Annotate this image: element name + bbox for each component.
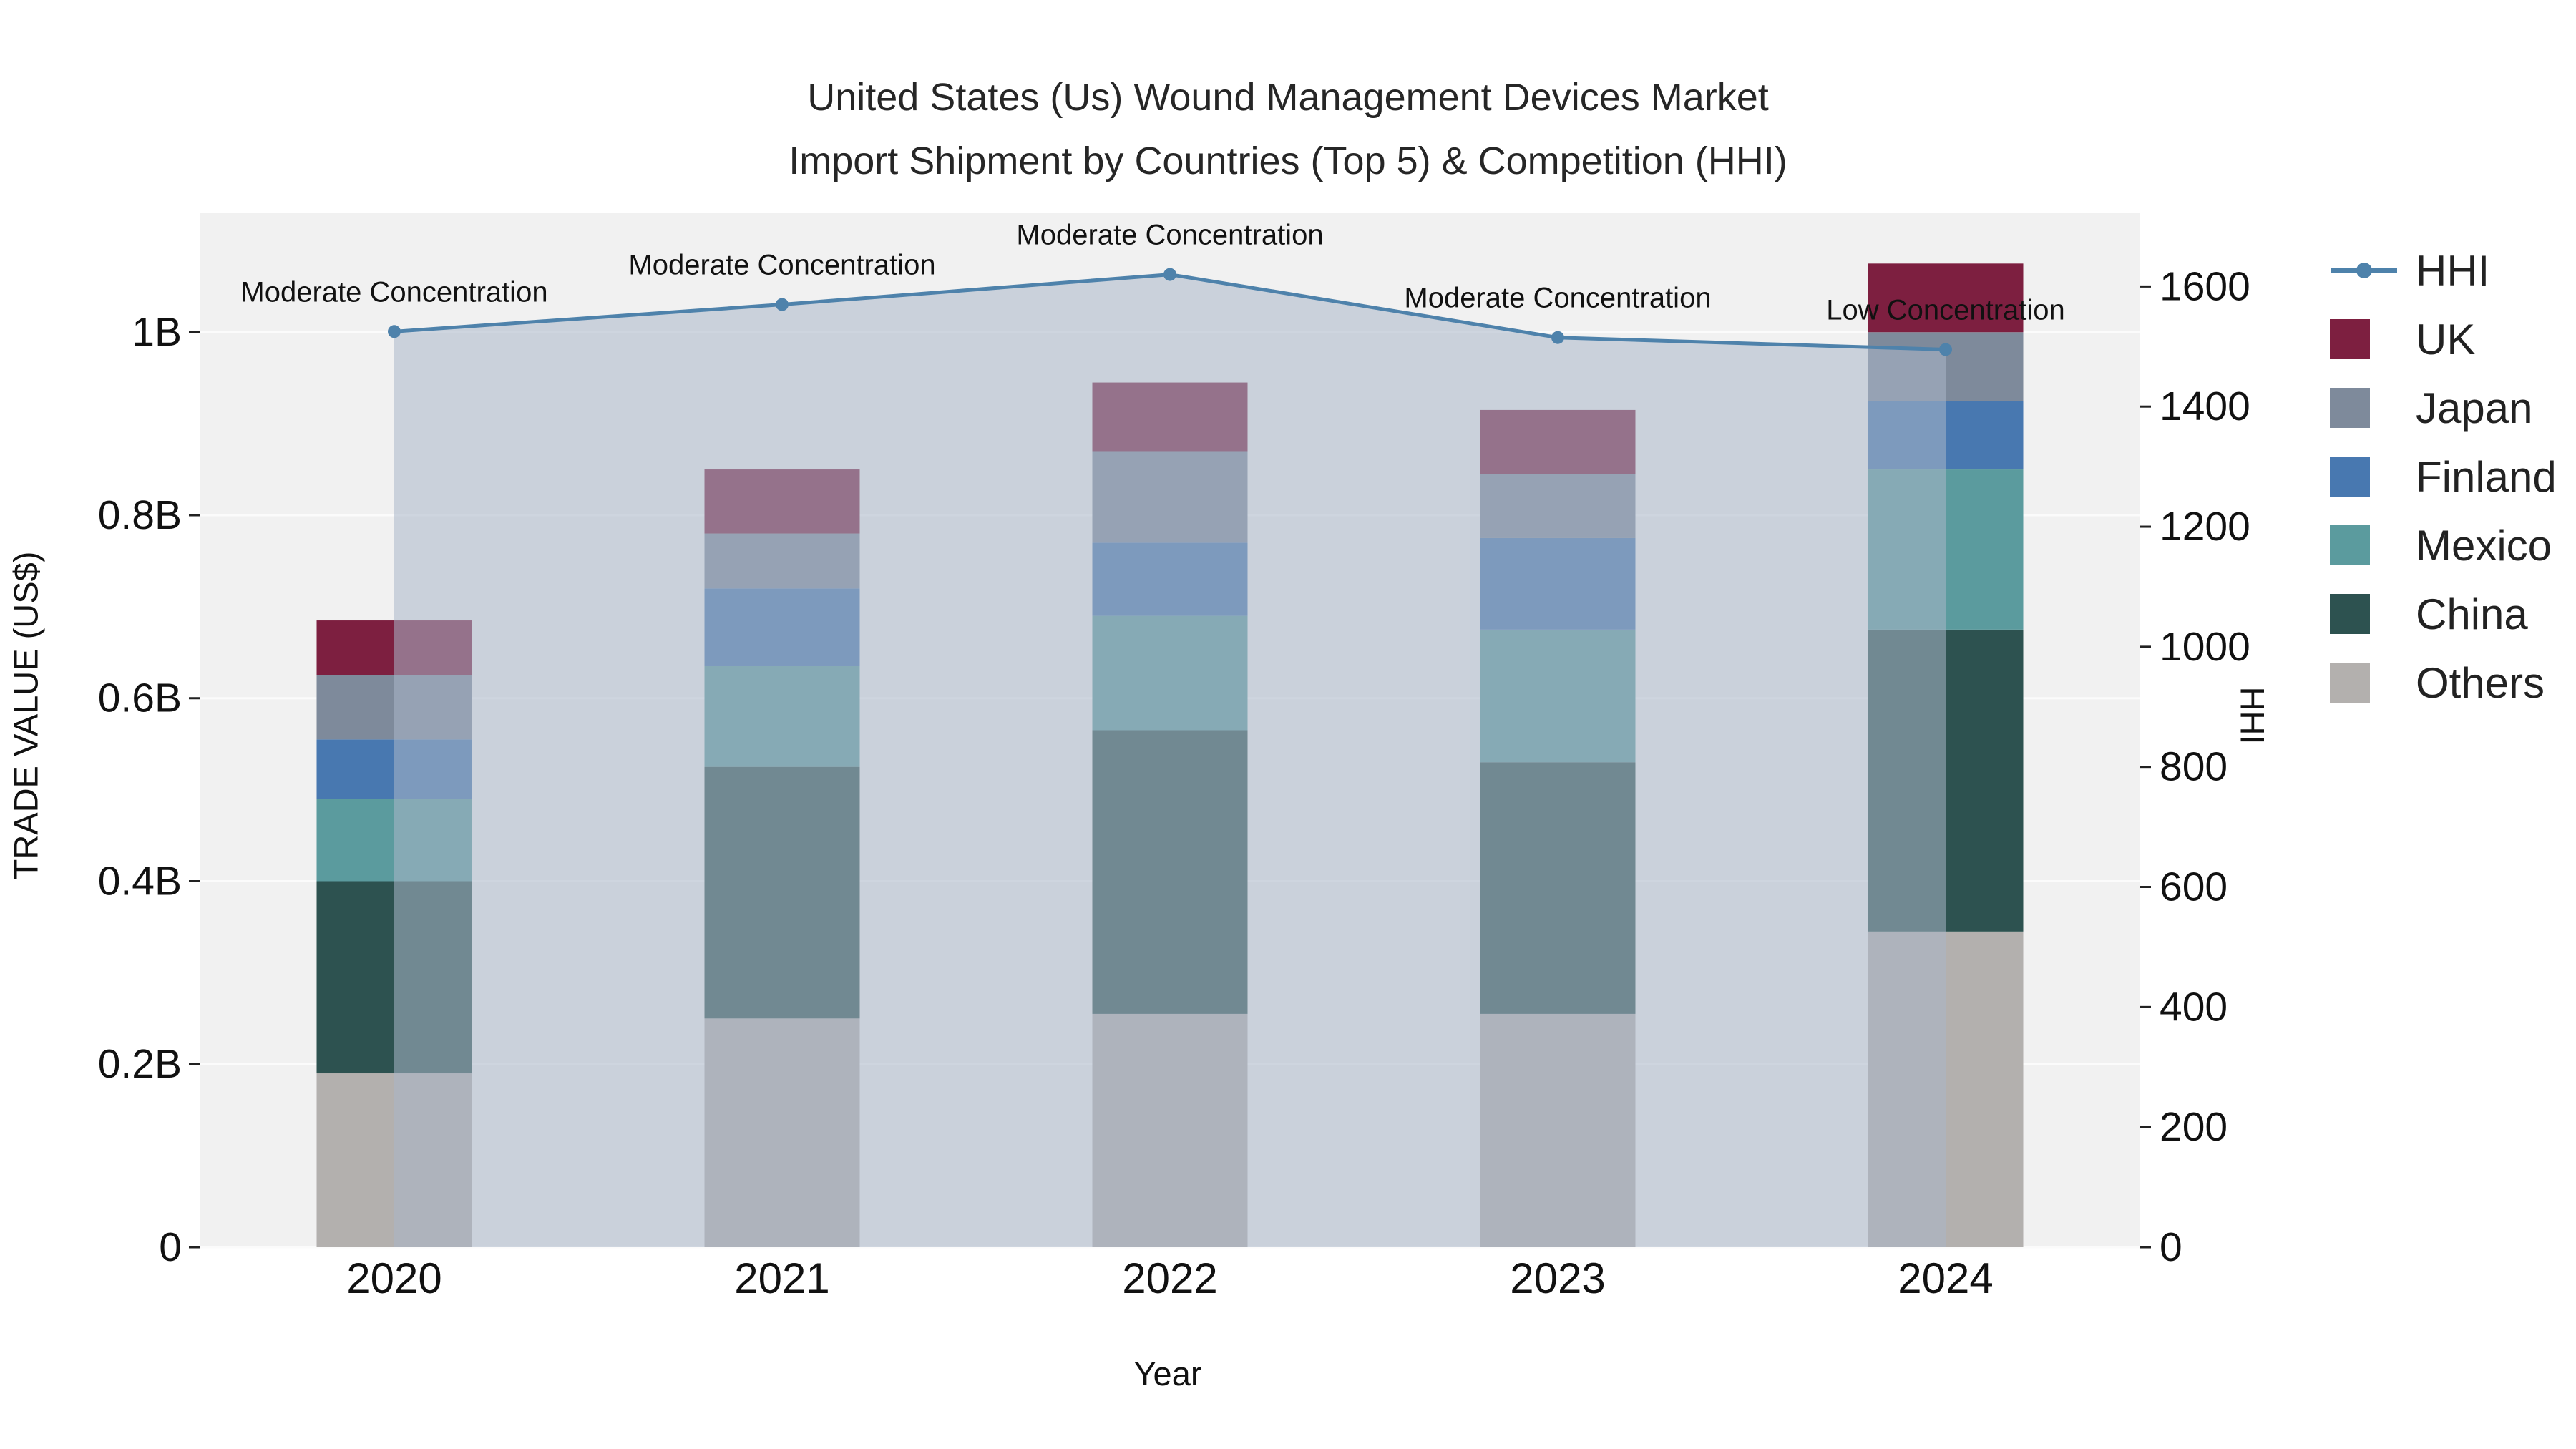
legend-label: Japan xyxy=(2416,384,2533,432)
chart-title-line1: United States (Us) Wound Management Devi… xyxy=(807,76,1769,119)
annotation-2020: Moderate Concentration xyxy=(240,276,547,308)
x-tick-label-2021: 2021 xyxy=(734,1254,829,1302)
legend-label: Finland xyxy=(2416,452,2557,501)
chart-title: United States (Us) Wound Management Devi… xyxy=(0,66,2576,192)
legend-swatch-icon xyxy=(2330,594,2400,634)
right-tick-label: 1200 xyxy=(2160,504,2250,550)
annotation-2023: Moderate Concentration xyxy=(1404,283,1711,314)
hhi-point-2020[interactable] xyxy=(388,325,401,338)
x-tick-label-2022: 2022 xyxy=(1122,1254,1217,1302)
x-tick-label-2020: 2020 xyxy=(346,1254,441,1302)
right-tick-label: 1400 xyxy=(2160,384,2250,429)
legend-item-uk[interactable]: UK xyxy=(2330,305,2557,374)
legend-item-hhi[interactable]: HHI xyxy=(2330,236,2557,305)
right-tick-label: 0 xyxy=(2160,1224,2182,1270)
legend-label: HHI xyxy=(2416,246,2490,295)
chart-title-line2: Import Shipment by Countries (Top 5) & C… xyxy=(789,139,1787,182)
right-tick-label: 200 xyxy=(2160,1104,2228,1150)
left-tick-label: 0.2B xyxy=(98,1041,182,1087)
right-tick-label: 600 xyxy=(2160,864,2228,910)
hhi-point-2023[interactable] xyxy=(1551,331,1564,344)
right-tick-label: 800 xyxy=(2160,744,2228,790)
left-tick-label: 0.4B xyxy=(98,858,182,904)
legend-item-finland[interactable]: Finland xyxy=(2330,442,2557,511)
bar-segment-uk-2024[interactable] xyxy=(1868,263,2024,333)
legend-label: Others xyxy=(2416,658,2545,707)
left-tick-label: 0.6B xyxy=(98,675,182,721)
annotation-2021: Moderate Concentration xyxy=(628,250,935,281)
legend-swatch-icon xyxy=(2330,319,2400,359)
x-tick-label-2023: 2023 xyxy=(1510,1254,1605,1302)
legend-item-mexico[interactable]: Mexico xyxy=(2330,511,2557,580)
legend-swatch-icon xyxy=(2330,388,2400,428)
right-tick-label: 1600 xyxy=(2160,263,2250,309)
hhi-point-2022[interactable] xyxy=(1163,268,1176,281)
legend-label: UK xyxy=(2416,315,2476,364)
legend-label: Mexico xyxy=(2416,521,2552,570)
legend-item-china[interactable]: China xyxy=(2330,580,2557,648)
x-tick-label-2024: 2024 xyxy=(1898,1254,1993,1302)
legend: HHI UK Japan Finland Mexico China Others xyxy=(2330,236,2557,717)
left-tick-label: 1B xyxy=(132,309,182,355)
legend-swatch-icon xyxy=(2330,457,2400,497)
hhi-area-fill xyxy=(394,274,1946,1248)
legend-item-japan[interactable]: Japan xyxy=(2330,374,2557,442)
legend-swatch-icon xyxy=(2330,525,2400,565)
legend-label: China xyxy=(2416,590,2528,638)
y-axis-title-right: HHI xyxy=(2233,686,2272,745)
x-axis-title: Year xyxy=(1133,1355,1202,1392)
left-tick-label: 0 xyxy=(159,1224,182,1270)
annotation-2022: Moderate Concentration xyxy=(1016,220,1323,251)
right-tick-label: 400 xyxy=(2160,984,2228,1030)
legend-swatch-icon xyxy=(2330,663,2400,703)
y-axis-title-left: TRADE VALUE (US$) xyxy=(6,551,45,880)
right-tick-label: 1000 xyxy=(2160,624,2250,670)
hhi-point-2021[interactable] xyxy=(776,298,789,311)
annotation-2024: Low Concentration xyxy=(1826,294,2065,326)
left-tick-label: 0.8B xyxy=(98,492,182,538)
hhi-point-2024[interactable] xyxy=(1939,343,1952,356)
legend-item-others[interactable]: Others xyxy=(2330,648,2557,717)
legend-line-icon xyxy=(2330,250,2400,291)
